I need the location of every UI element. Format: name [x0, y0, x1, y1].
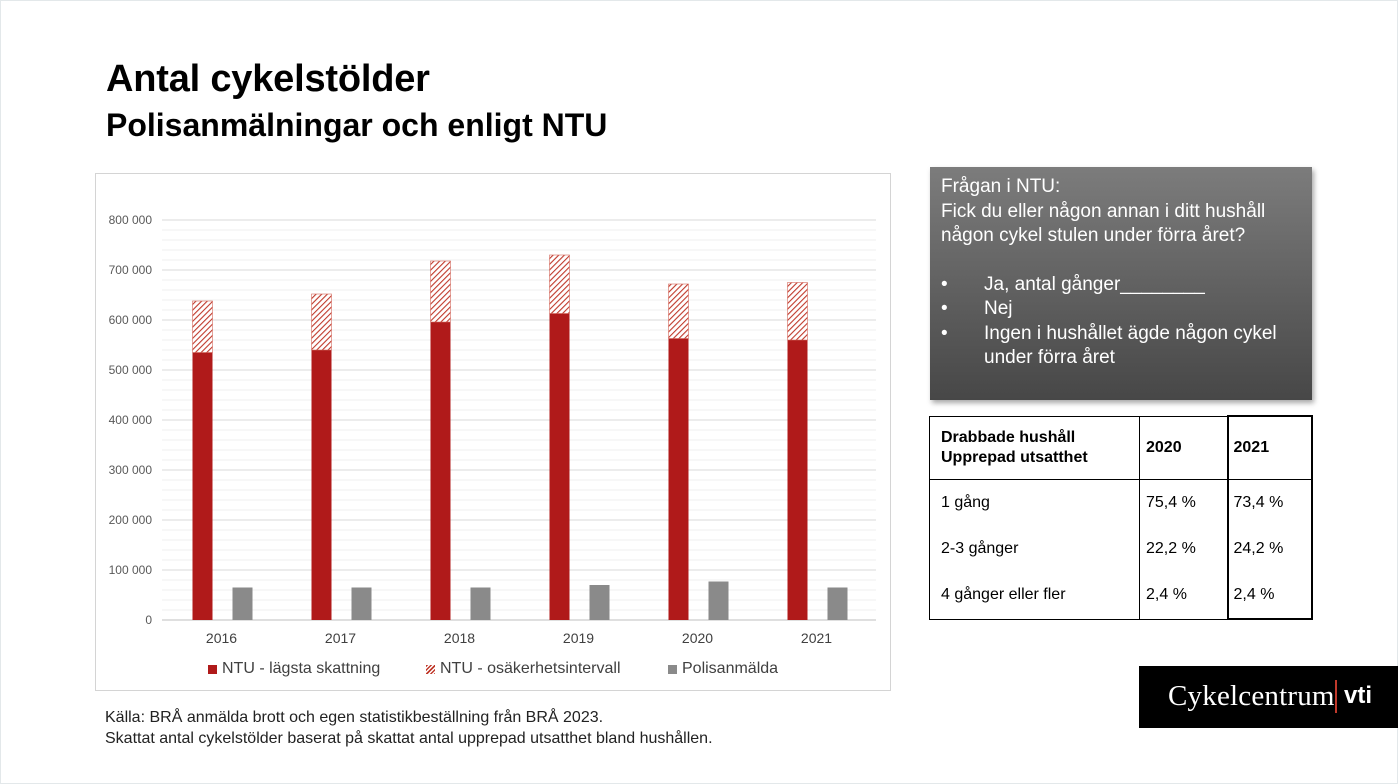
option-text: Nej: [984, 298, 1013, 319]
bar-ntu-interval: [549, 254, 570, 314]
header-line2: Upprepad utsatthet: [941, 448, 1088, 466]
y-tick-label: 200 000: [109, 513, 153, 527]
grid-lines: [162, 219, 876, 621]
table-header-2020: 2020: [1139, 415, 1228, 480]
question-option: • Ingen i hushållet ägde någon cykel und…: [941, 322, 1302, 371]
option-text-continued: under förra året: [984, 347, 1115, 368]
y-tick-label: 100 000: [109, 563, 153, 577]
bar-ntu-interval: [787, 282, 808, 341]
slide-title: Antal cykelstölder: [106, 58, 430, 100]
bar-police: [589, 585, 610, 620]
x-tick-label: 2021: [801, 630, 832, 646]
x-tick-label: 2020: [682, 630, 713, 646]
bullet-icon: •: [941, 273, 948, 295]
legend-item-ntu-interval: NTU - osäkerhetsintervall: [426, 660, 621, 678]
legend-swatch-hatched: [426, 664, 435, 674]
table-header-label: Drabbade hushåll Upprepad utsatthet: [929, 415, 1140, 480]
y-tick-label: 300 000: [109, 463, 153, 477]
source-notes: Källa: BRÅ anmälda brott och egen statis…: [105, 707, 713, 749]
cell-2021: 2,4 %: [1226, 572, 1313, 620]
cykelcentrum-vti-logo: Cykelcentrum vti: [1139, 666, 1398, 728]
y-axis-ticks: 0 100 000 200 000 300 000 400 000 500 000 600 …: [109, 213, 153, 627]
bar-police: [470, 587, 491, 620]
table-row: 2-3 gånger 22,2 % 24,2 %: [929, 526, 1313, 572]
table-header-row: Drabbade hushåll Upprepad utsatthet 2020…: [929, 415, 1313, 480]
source-line: Källa: BRÅ anmälda brott och egen statis…: [105, 709, 604, 726]
bar-police: [827, 587, 848, 620]
x-tick-label: 2016: [206, 630, 237, 646]
ntu-question-box: Frågan i NTU: Fick du eller någon annan …: [930, 167, 1312, 400]
bullet-icon: •: [941, 322, 948, 344]
row-label: 2-3 gånger: [929, 526, 1140, 572]
y-tick-label: 500 000: [109, 363, 153, 377]
bar-chart: 0 100 000 200 000 300 000 400 000 500 000 600 …: [95, 173, 891, 691]
y-tick-label: 0: [145, 613, 152, 627]
legend-label: Polisanmälda: [682, 660, 779, 677]
bar-police: [232, 587, 253, 620]
bar-ntu-low: [311, 350, 332, 620]
bar-police: [351, 587, 372, 620]
x-tick-label: 2017: [325, 630, 356, 646]
cell-2020: 22,2 %: [1139, 526, 1228, 572]
bar-ntu-low: [549, 313, 570, 620]
legend-label: NTU - lägsta skattning: [222, 660, 381, 677]
y-tick-label: 400 000: [109, 413, 153, 427]
cell-2021: 24,2 %: [1226, 526, 1313, 572]
logo-divider: [1335, 680, 1337, 713]
cell-2020: 2,4 %: [1139, 572, 1228, 620]
x-tick-label: 2019: [563, 630, 594, 646]
option-text: Ingen i hushållet ägde någon cykel: [984, 322, 1277, 344]
question-heading: Frågan i NTU:: [941, 176, 1061, 197]
question-option: • Nej: [941, 297, 1302, 322]
bar-ntu-interval: [192, 300, 213, 353]
question-option: • Ja, antal gånger________: [941, 273, 1302, 298]
repeat-victimization-table: Drabbade hushåll Upprepad utsatthet 2020…: [929, 415, 1313, 620]
legend-label: NTU - osäkerhetsintervall: [440, 660, 621, 677]
question-text-line2: någon cykel stulen under förra året?: [941, 225, 1246, 246]
bar-ntu-low: [787, 340, 808, 620]
bar-ntu-interval: [668, 283, 689, 339]
legend-swatch-gray: [668, 664, 677, 674]
row-label: 1 gång: [929, 479, 1140, 526]
bar-ntu-interval: [430, 260, 451, 323]
legend-item-ntu-low: NTU - lägsta skattning: [208, 660, 380, 678]
question-options: • Ja, antal gånger________ • Nej • Ingen…: [941, 273, 1302, 371]
x-tick-label: 2018: [444, 630, 475, 646]
option-text: Ja, antal gånger________: [984, 273, 1205, 295]
header-line1: Drabbade hushåll: [941, 428, 1076, 446]
bar-ntu-low: [430, 322, 451, 620]
x-axis-ticks: 2016 2017 2018 2019 2020 2021: [206, 630, 832, 646]
logo-wordmark: Cykelcentrum: [1168, 680, 1335, 712]
y-tick-label: 600 000: [109, 313, 153, 327]
cell-2020: 75,4 %: [1139, 479, 1228, 526]
bar-ntu-low: [668, 338, 689, 620]
legend-swatch-red: [208, 664, 217, 674]
chart-canvas: 0 100 000 200 000 300 000 400 000 500 000 600 …: [109, 213, 876, 646]
table-row: 1 gång 75,4 % 73,4 %: [929, 479, 1313, 526]
y-tick-label: 800 000: [109, 213, 153, 227]
logo-partner: vti: [1344, 682, 1373, 709]
slide-subtitle: Polisanmälningar och enligt NTU: [106, 107, 608, 143]
chart-legend: NTU - lägsta skattning NTU - osäkerhetsi…: [96, 660, 892, 680]
legend-item-police: Polisanmälda: [668, 660, 778, 678]
bullet-icon: •: [941, 298, 948, 319]
bar-ntu-interval: [311, 293, 332, 351]
table-header-2021: 2021: [1226, 415, 1313, 480]
source-line: Skattat antal cykelstölder baserat på sk…: [105, 730, 713, 747]
table-row: 4 gånger eller fler 2,4 % 2,4 %: [929, 572, 1313, 620]
y-tick-label: 700 000: [109, 263, 153, 277]
bar-police: [708, 581, 729, 620]
row-label: 4 gånger eller fler: [929, 572, 1140, 620]
bars: [192, 254, 848, 620]
question-text-line1: Fick du eller någon annan i ditt hushåll: [941, 200, 1266, 222]
cell-2021: 73,4 %: [1226, 479, 1313, 526]
bar-ntu-low: [192, 352, 213, 620]
